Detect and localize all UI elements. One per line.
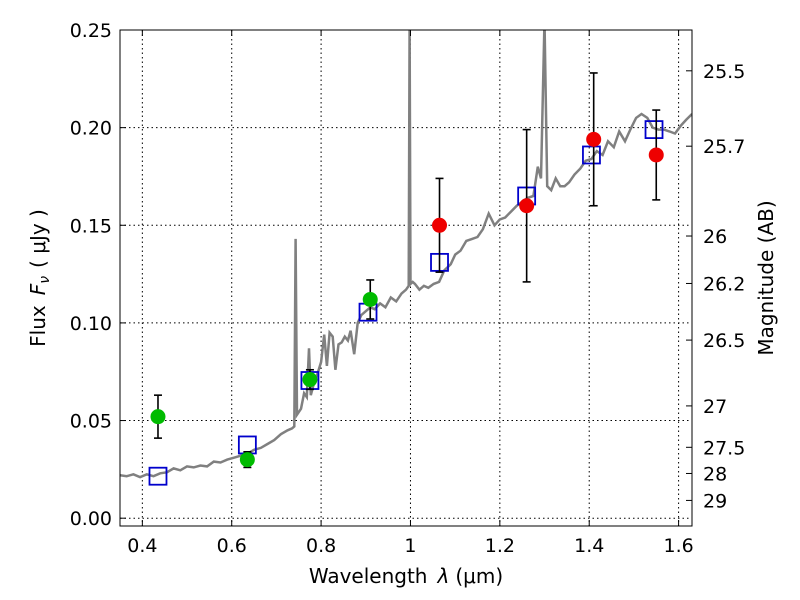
- y-tick-label: 0.10: [70, 313, 112, 335]
- x-axis-label: Wavelength λ (μm): [309, 564, 503, 588]
- observed-green-point: [150, 409, 166, 425]
- x-tick-label: 1.6: [663, 535, 693, 557]
- x-tick-label: 0.8: [306, 535, 336, 557]
- magnitude-tick-label: 25.7: [703, 136, 745, 158]
- magnitude-axis-label: Magnitude (AB): [754, 200, 778, 355]
- magnitude-tick-label: 27: [703, 396, 727, 418]
- magnitude-tick-label: 26.5: [703, 330, 745, 352]
- observed-red-point: [519, 198, 535, 214]
- y-tick-label: 0.15: [70, 215, 112, 237]
- observed-green-point: [302, 372, 318, 388]
- y-axis-ticks: 0.00 0.05 0.10 0.15 0.20 0.25: [70, 20, 126, 530]
- magnitude-tick-label: 27.5: [703, 437, 745, 459]
- plot-frame: [119, 29, 693, 527]
- y-tick-label: 0.20: [70, 118, 112, 140]
- y-tick-label: 0.00: [70, 508, 112, 530]
- error-bars: [153, 72, 661, 469]
- y-tick-label: 0.25: [70, 20, 112, 42]
- x-tick-label: 0.4: [127, 535, 157, 557]
- grid: [120, 29, 692, 526]
- x-tick-label: 1.4: [574, 535, 604, 557]
- observed-green-point: [362, 291, 378, 307]
- x-tick-label: 0.6: [217, 535, 247, 557]
- magnitude-tick-label: 26.2: [703, 273, 745, 295]
- observed-red-point: [586, 131, 602, 147]
- model-photometry-square: [148, 466, 168, 486]
- magnitude-tick-label: 28: [703, 463, 727, 485]
- x-axis-ticks: 0.4 0.6 0.8 1 1.2 1.4 1.6: [127, 30, 694, 557]
- magnitude-tick-label: 26: [703, 226, 727, 248]
- magnitude-axis-ticks: 25.5 25.7 26 26.2 26.5 27 27.5 28 29: [686, 61, 745, 512]
- x-tick-label: 1: [404, 535, 416, 557]
- model-spectrum-line: [120, 30, 692, 479]
- observed-red-point: [432, 217, 448, 233]
- y-tick-label: 0.05: [70, 411, 112, 433]
- magnitude-tick-label: 29: [703, 490, 727, 512]
- observed-green-point: [239, 452, 255, 468]
- observed-red-point: [648, 147, 664, 163]
- plot-area: [120, 30, 692, 486]
- y-axis-label: FluxFν( μJy ): [26, 209, 53, 347]
- model-photometry-square: [644, 120, 664, 139]
- magnitude-tick-label: 25.5: [703, 61, 745, 83]
- observed-points: [150, 131, 664, 468]
- model-photometry-points: [148, 120, 664, 486]
- x-tick-label: 1.2: [485, 535, 515, 557]
